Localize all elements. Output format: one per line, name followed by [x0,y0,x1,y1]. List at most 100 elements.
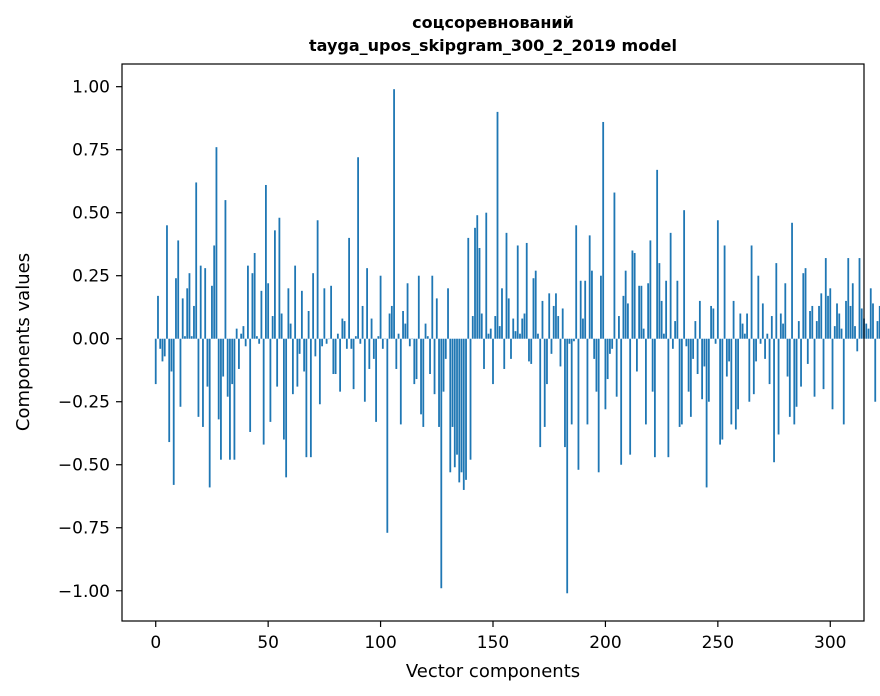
bar-108 [397,333,400,339]
bar-152 [496,111,499,339]
x-tick-label: 200 [589,633,621,653]
bar-303 [836,303,838,339]
bar-13 [184,336,186,339]
bar-198 [600,275,602,339]
bar-301 [831,338,834,410]
bar-169 [534,270,537,339]
bar-184 [568,338,571,344]
bar-151 [494,316,497,339]
bar-143 [476,215,479,339]
bar-79 [332,338,335,375]
bar-61 [291,338,294,395]
bar-226 [662,333,665,339]
bar-227 [665,280,668,339]
bar-76 [325,338,328,344]
bar-11 [179,338,182,407]
bar-131 [449,338,452,473]
bar-12 [181,298,184,339]
bar-126 [438,338,440,427]
bar-129 [444,338,447,359]
bar-253 [723,245,726,339]
y-tick-label: −1.00 [58,582,110,602]
bar-100 [379,275,382,339]
bar-113 [408,338,411,347]
bar-232 [676,280,679,339]
bar-230 [671,338,674,349]
bar-132 [451,338,454,427]
bar-82 [339,338,341,392]
bar-104 [388,313,391,339]
bar-216 [640,285,643,339]
bar-288 [802,273,805,339]
bar-318 [869,288,872,339]
bar-48 [262,338,265,445]
bar-271 [764,338,766,359]
bar-73 [318,338,321,405]
bar-25 [211,285,213,339]
bar-96 [370,318,373,339]
x-tick-label: 100 [364,633,396,653]
bar-9 [175,278,177,339]
bar-99 [377,336,380,339]
bar-16 [190,336,193,339]
y-tick-label: 0.50 [72,204,110,224]
bar-307 [845,300,847,339]
bar-164 [523,313,526,339]
bar-57 [282,338,285,440]
bar-97 [372,338,375,359]
bar-47 [260,290,263,339]
bar-127 [440,338,443,589]
bar-159 [512,318,515,339]
bar-243 [701,338,704,400]
bar-101 [381,338,384,349]
bar-246 [707,338,710,402]
bar-17 [193,305,195,339]
bar-110 [402,311,404,339]
bar-199 [602,121,605,339]
y-axis: 1.00 0.75 0.50 0.25 0.00 −0.25 −0.50 −0.75 −1.00 [58,78,122,602]
bar-258 [734,338,737,430]
bar-211 [629,338,632,455]
bar-117 [417,275,420,339]
bar-105 [390,305,393,339]
bar-291 [809,311,811,339]
bar-316 [865,323,868,339]
bar-270 [761,303,764,339]
bar-24 [208,338,211,488]
bar-280 [784,283,787,339]
bar-145 [480,313,483,339]
bar-200 [604,338,607,410]
bar-119 [422,338,425,427]
bar-319 [872,303,874,339]
bar-111 [404,323,407,339]
bar-115 [413,338,416,385]
bar-51 [269,338,272,422]
bar-148 [487,333,490,339]
bar-109 [399,338,402,425]
bar-137 [462,338,465,490]
bar-68 [307,311,310,339]
bar-205 [615,338,618,397]
bar-244 [703,338,706,367]
bar-138 [465,338,467,480]
bar-144 [478,247,481,339]
bar-277 [777,338,780,435]
bar-160 [514,331,517,339]
bar-248 [712,308,715,339]
bar-93 [363,338,366,402]
bar-220 [649,240,652,339]
bar-294 [815,321,818,339]
bar-162 [519,333,521,339]
bar-163 [521,318,524,339]
bar-27 [215,147,218,339]
bar-41 [247,265,249,339]
x-tick-label: 50 [257,633,279,653]
bar-67 [305,338,308,458]
bar-176 [550,338,553,354]
bar-237 [687,338,690,392]
x-axis: 0 50 100 150 200 250 300 [150,621,846,653]
bar-141 [471,316,474,339]
bar-28 [217,338,220,420]
bar-106 [393,89,395,339]
bar-22 [204,268,207,339]
